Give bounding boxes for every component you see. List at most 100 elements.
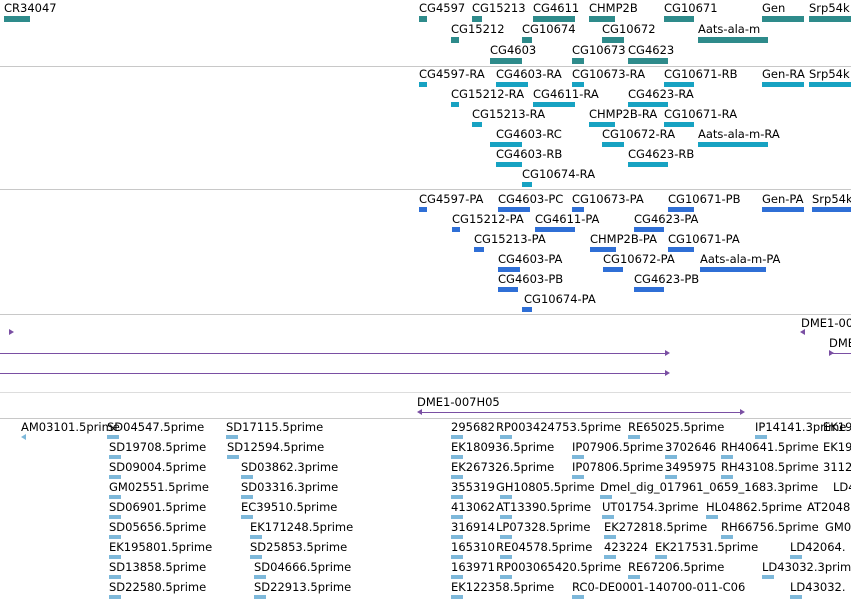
gene-glyph[interactable] [572,58,584,64]
est-glyph[interactable] [451,475,463,479]
transcript-label[interactable]: CG10672-RA [602,127,676,141]
protein-label[interactable]: CG10671-PB [668,192,741,206]
est-label[interactable]: RH66756.5prime [721,520,819,534]
protein-glyph[interactable] [603,267,623,272]
est-glyph[interactable] [602,515,614,519]
est-glyph[interactable] [628,575,640,579]
gene-glyph[interactable] [522,37,532,43]
gene-label[interactable]: CG10674 [522,22,576,36]
est-glyph[interactable] [241,515,253,519]
gene-label[interactable]: Aats-ala-m [698,22,761,36]
protein-label[interactable]: CG4623-PA [634,212,699,226]
gene-label[interactable]: CG4597 [419,1,466,15]
est-glyph[interactable] [500,535,512,539]
protein-glyph[interactable] [535,227,575,232]
transcript-label[interactable]: CG4597-RA [419,67,485,81]
protein-label[interactable]: CG4611-PA [535,212,600,226]
gene-glyph[interactable] [698,37,768,43]
transcript-label[interactable]: CG10673-RA [572,67,646,81]
est-label[interactable]: LD4 [833,480,851,494]
est-label[interactable]: AT2048 [807,500,851,514]
transcript-label[interactable]: Aats-ala-m-RA [698,127,780,141]
est-label[interactable]: RE65025.5prime [628,420,725,434]
transcript-label[interactable]: CG15212-RA [451,87,525,101]
est-label[interactable]: RP003065420.5prime [496,560,622,574]
clone-span[interactable] [0,353,665,354]
est-label[interactable]: SD12594.5prime [227,440,325,454]
gene-glyph[interactable] [4,16,30,22]
transcript-label[interactable]: CG4623-RB [628,147,695,161]
est-glyph[interactable] [254,595,266,599]
transcript-glyph[interactable] [602,142,624,147]
est-glyph[interactable] [500,555,512,559]
est-glyph[interactable] [107,435,119,439]
est-glyph[interactable] [451,455,463,459]
est-label[interactable]: 3702646 [665,440,717,454]
transcript-glyph[interactable] [490,142,522,147]
transcript-label[interactable]: CG10671-RA [664,107,738,121]
protein-label[interactable]: CG15212-PA [452,212,524,226]
est-glyph[interactable] [500,435,512,439]
transcript-glyph[interactable] [589,122,615,127]
gene-label[interactable]: CG4603 [490,43,537,57]
est-glyph[interactable] [628,435,640,439]
est-glyph[interactable] [500,575,512,579]
transcript-label[interactable]: Srp54k [809,67,850,81]
gene-label[interactable]: Gen [762,1,786,15]
est-label[interactable]: 316914 [451,520,495,534]
est-label[interactable]: LP07328.5prime [496,520,591,534]
est-glyph[interactable] [451,535,463,539]
protein-glyph[interactable] [762,207,804,212]
est-label[interactable]: SD13858.5prime [109,560,207,574]
clone-arrow[interactable] [800,329,805,335]
est-glyph[interactable] [762,575,774,579]
est-glyph[interactable] [109,555,121,559]
est-glyph[interactable] [604,555,616,559]
gene-label[interactable]: CG4611 [533,1,580,15]
est-label[interactable]: LD43032. [790,580,846,594]
est-label[interactable]: LD42064. [790,540,846,554]
transcript-label[interactable]: CG4603-RB [496,147,563,161]
gene-label[interactable]: CG10673 [572,43,626,57]
est-label[interactable]: LD43032.3prim [762,560,851,574]
transcript-label[interactable]: CG15213-RA [472,107,546,121]
protein-glyph[interactable] [700,267,766,272]
protein-label[interactable]: CG10672-PA [603,252,675,266]
clone-label[interactable]: DME [829,336,851,350]
est-label[interactable]: SD03862.3prime [241,460,339,474]
protein-label[interactable]: CG4597-PA [419,192,484,206]
transcript-label[interactable]: CG10674-RA [522,167,596,181]
est-glyph[interactable] [665,455,677,459]
gene-label[interactable]: CG15213 [472,1,526,15]
gene-label[interactable]: CHMP2B [589,1,638,15]
est-label[interactable]: EC39510.5prime [241,500,338,514]
protein-glyph[interactable] [634,227,664,232]
est-label[interactable]: EK19 [823,440,851,454]
est-label[interactable]: EK217531.5prime [655,540,759,554]
est-label[interactable]: RC0-DE0001-140700-011-C06 [572,580,746,594]
protein-label[interactable]: CG10674-PA [524,292,596,306]
protein-glyph[interactable] [590,247,616,252]
clone-arrow[interactable] [740,409,745,415]
transcript-label[interactable]: Gen-RA [762,67,805,81]
est-glyph[interactable] [572,595,584,599]
protein-glyph[interactable] [668,207,694,212]
clone-label[interactable]: DME1-007H05 [417,395,500,409]
protein-glyph[interactable] [452,227,460,232]
est-label[interactable]: RE04578.5prime [496,540,593,554]
est-glyph[interactable] [109,455,121,459]
protein-glyph[interactable] [498,207,530,212]
est-glyph[interactable] [109,575,121,579]
est-label[interactable]: GM0 [825,520,851,534]
transcript-label[interactable]: CHMP2B-RA [589,107,658,121]
clone-span[interactable] [422,412,742,413]
transcript-glyph[interactable] [451,102,459,107]
protein-label[interactable]: CHMP2B-PA [590,232,657,246]
est-glyph[interactable] [600,495,612,499]
gene-glyph[interactable] [589,16,615,22]
est-glyph[interactable] [790,555,802,559]
est-glyph[interactable] [451,595,463,599]
est-label[interactable]: IP14141.3prime [755,420,847,434]
clone-arrow[interactable] [665,370,670,376]
est-glyph[interactable] [109,595,121,599]
